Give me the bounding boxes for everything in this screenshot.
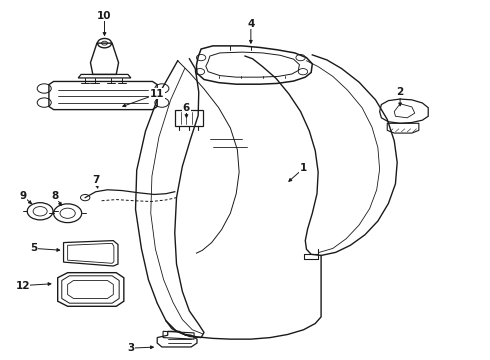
Text: 12: 12 xyxy=(15,280,30,291)
Text: 7: 7 xyxy=(92,175,99,185)
Text: 5: 5 xyxy=(31,243,38,253)
Text: 2: 2 xyxy=(396,87,404,97)
Text: 10: 10 xyxy=(98,11,112,21)
Text: 4: 4 xyxy=(247,19,254,28)
Text: 1: 1 xyxy=(300,163,307,173)
Text: 3: 3 xyxy=(127,343,134,353)
Text: 8: 8 xyxy=(51,191,58,201)
Text: 6: 6 xyxy=(183,103,190,113)
Text: 11: 11 xyxy=(150,89,165,99)
Text: 9: 9 xyxy=(19,191,26,201)
